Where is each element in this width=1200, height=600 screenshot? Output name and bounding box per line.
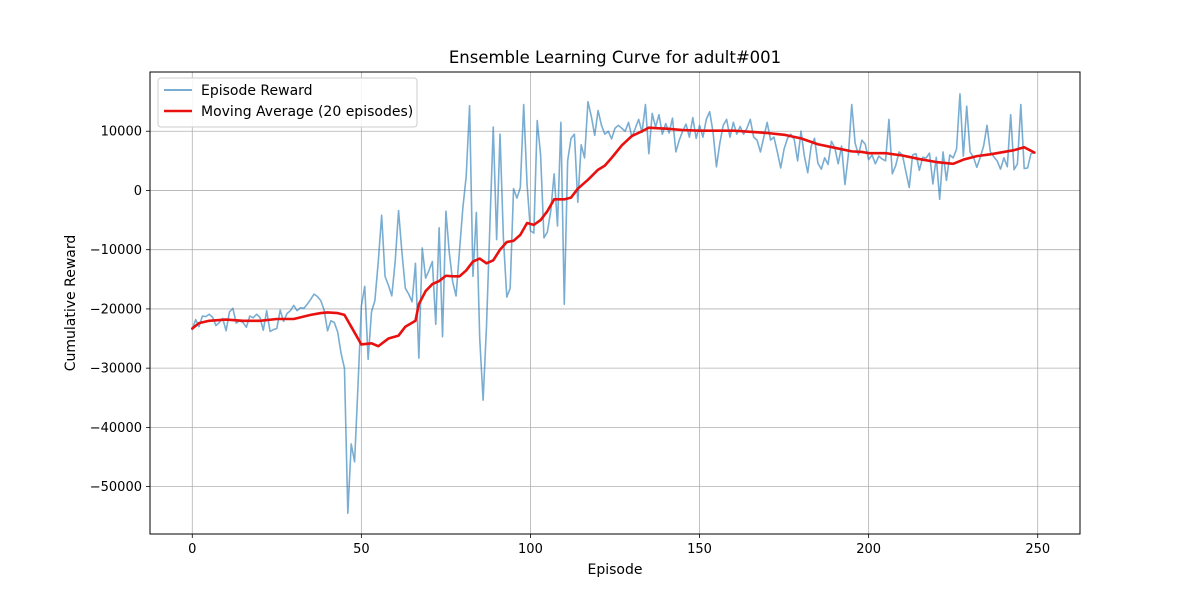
x-axis-label: Episode [588,562,643,578]
y-tick-label: −20000 [90,302,142,317]
chart-title: Ensemble Learning Curve for adult#001 [449,48,781,67]
legend-box [157,77,418,128]
y-tick-label: 0 [134,184,142,199]
y-tick-label: 10000 [101,125,142,140]
grid [150,72,1080,534]
y-tick-label: −10000 [90,243,142,258]
x-tick-label: 50 [353,542,370,557]
y-axis-label: Cumulative Reward [63,235,79,372]
x-tick-label: 0 [188,542,196,557]
x-tick-label: 150 [687,542,712,557]
x-tick-label: 100 [518,542,543,557]
x-tick-label: 200 [856,542,881,557]
legend: Episode Reward Moving Average (20 episod… [157,77,418,128]
legend-label-moving-average: Moving Average (20 episodes) [201,104,413,120]
ticks: 0 50 100 150 200 250 −50000 −40000 −30000 −20000 −… [90,125,1050,557]
series-line-moving-average [190,126,1036,348]
plot-frame [149,71,1081,535]
y-tick-label: −50000 [90,480,142,495]
legend-label-episode-reward: Episode Reward [201,83,313,99]
series-line-episode-reward [191,93,1036,515]
x-tick-label: 250 [1025,542,1050,557]
series-layer [190,93,1036,515]
y-tick-label: −30000 [90,362,142,377]
y-tick-label: −40000 [90,421,142,436]
